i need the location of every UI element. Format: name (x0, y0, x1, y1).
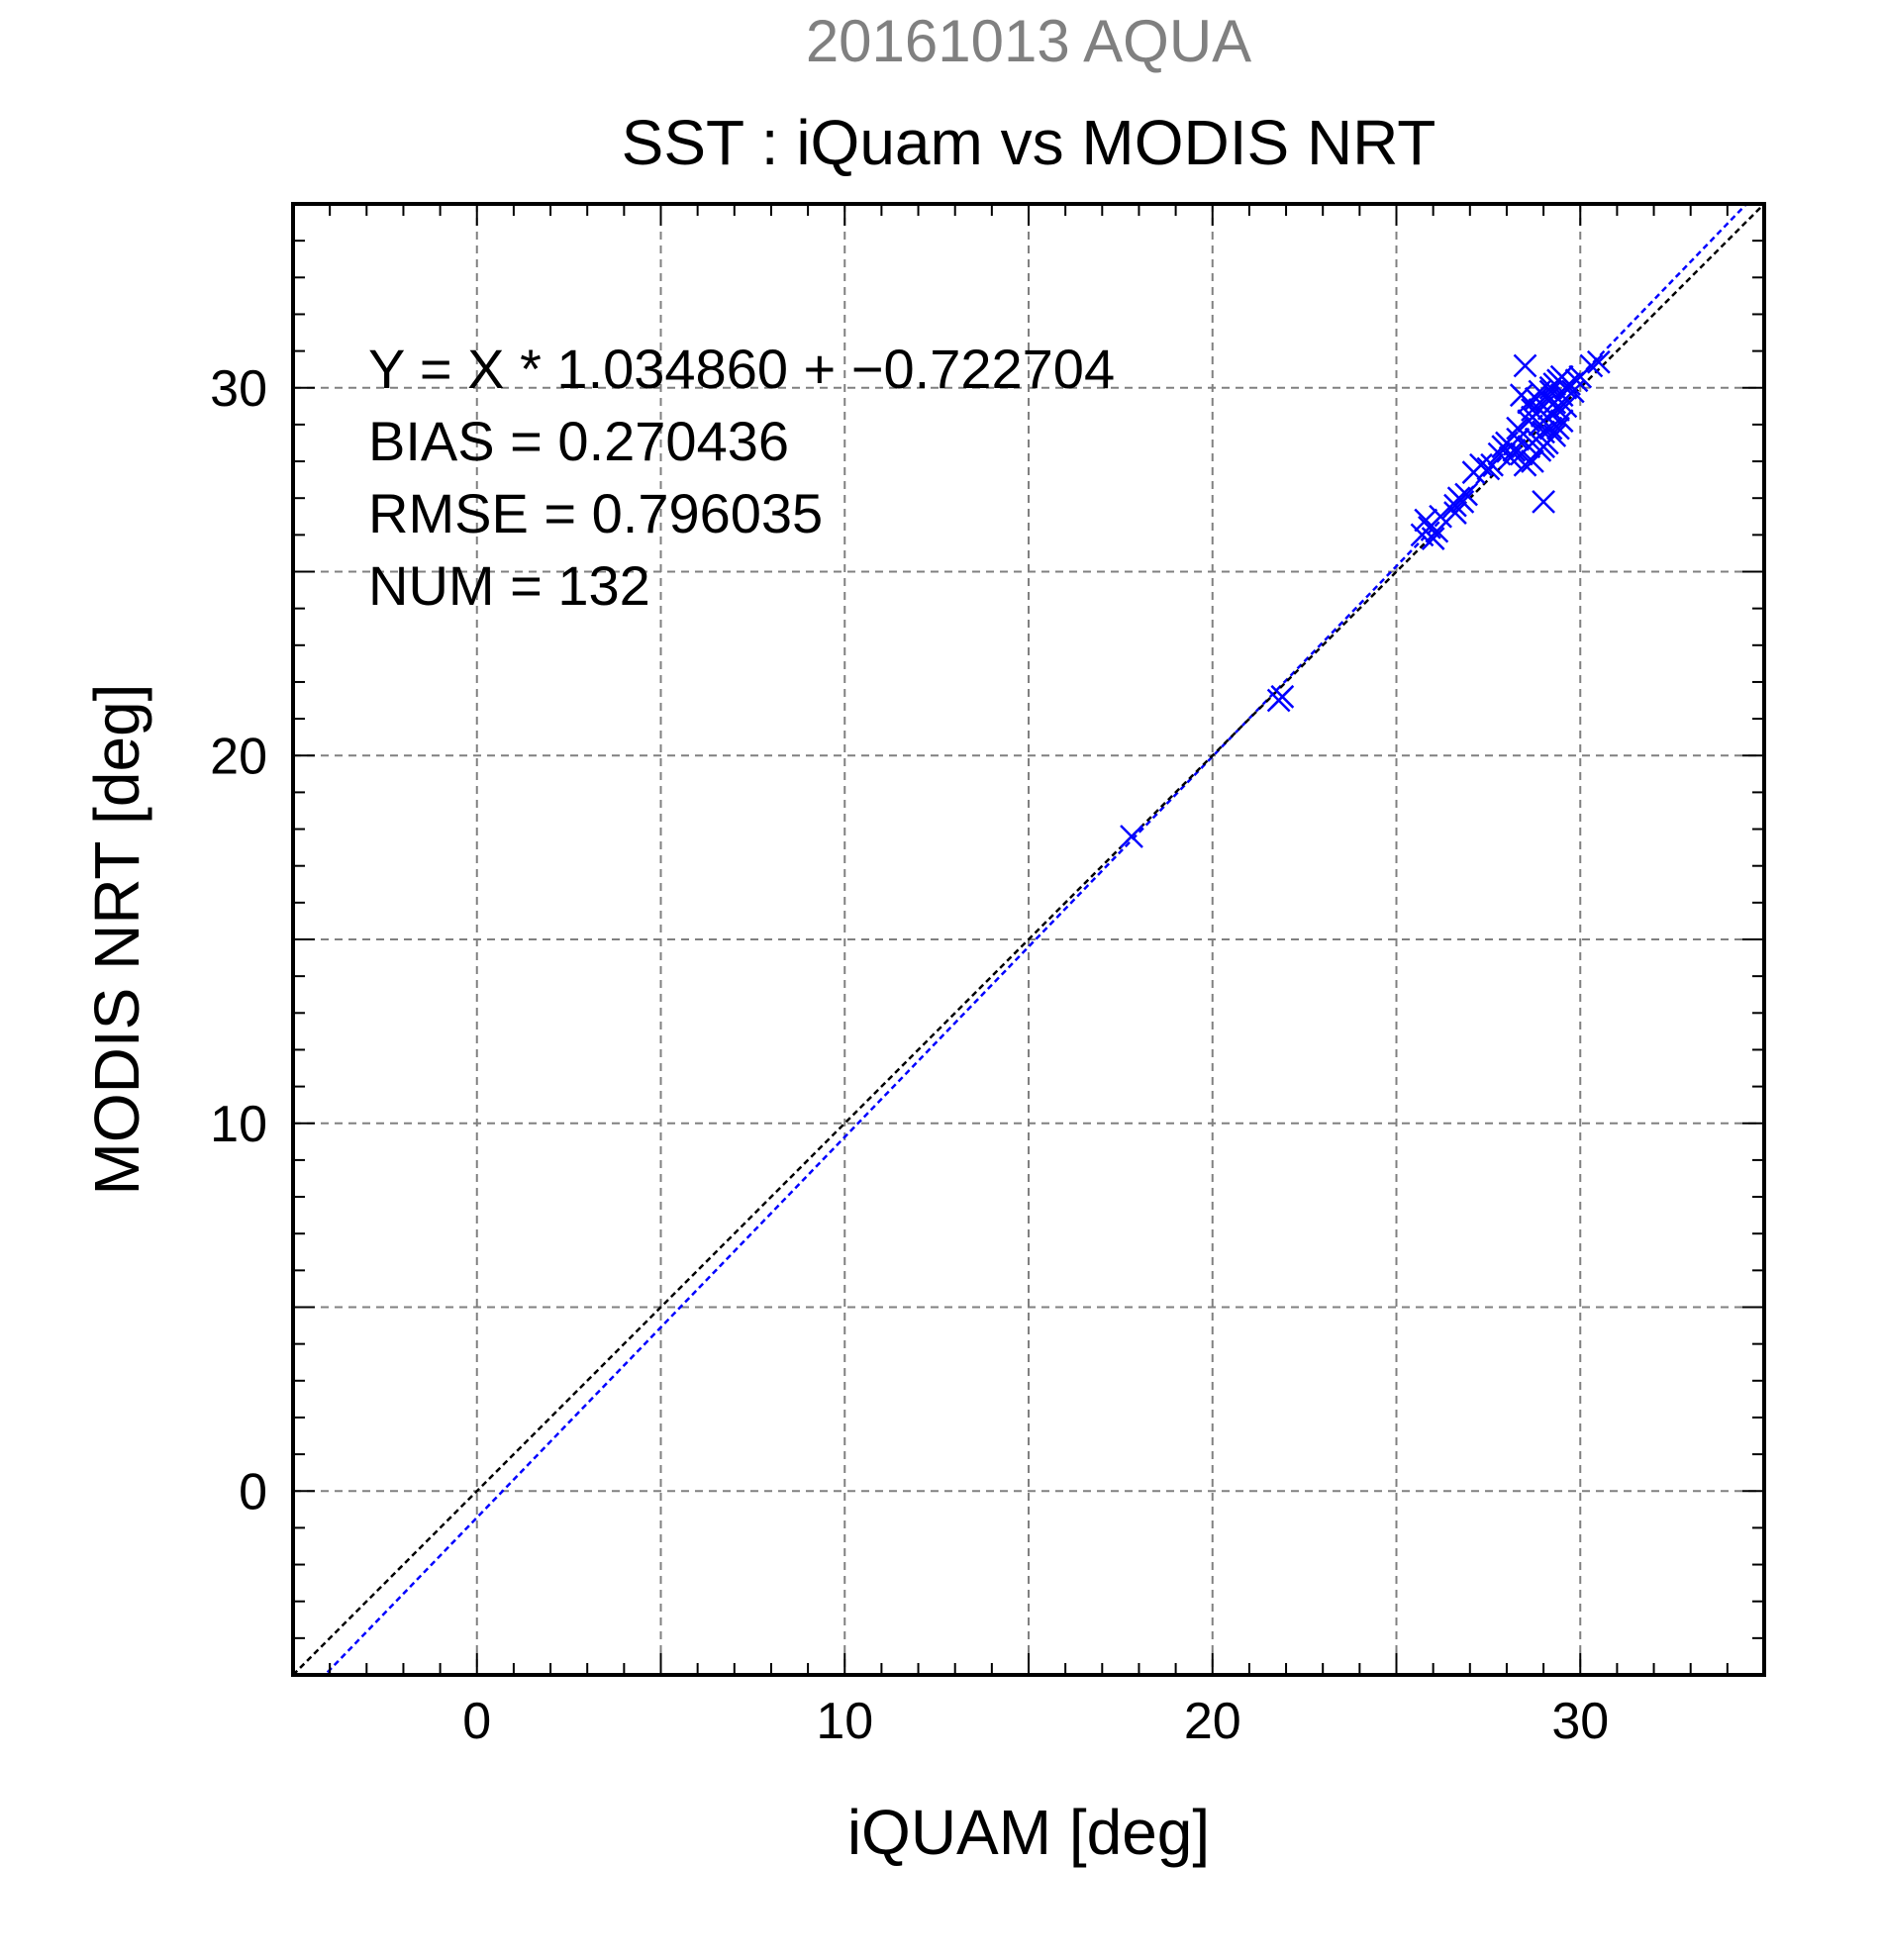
data-point (1517, 390, 1541, 415)
plot-frame (291, 202, 1766, 1677)
data-point (1549, 409, 1574, 434)
stats-annotation-line: BIAS = 0.270436 (368, 410, 789, 472)
data-point (1532, 435, 1555, 459)
y-tick-label: 10 (210, 1096, 267, 1153)
data-point (1429, 504, 1452, 529)
data-point (1410, 523, 1435, 547)
data-point (1521, 449, 1544, 473)
y-tick-label: 20 (210, 728, 267, 785)
x-tick-label: 10 (816, 1693, 873, 1750)
data-point (1450, 490, 1475, 514)
data-point (1425, 519, 1449, 543)
data-point (1454, 482, 1478, 507)
stats-annotation-line: NUM = 132 (368, 554, 650, 617)
data-point (1553, 394, 1578, 419)
data-point (1549, 364, 1574, 389)
y-axis-label: MODIS NRT [deg] (81, 684, 152, 1196)
stats-annotations: Y = X * 1.034860 + −0.722704 BIAS = 0.270… (368, 338, 1115, 617)
stats-annotation-line: Y = X * 1.034860 + −0.722704 (368, 338, 1115, 400)
data-point (1532, 490, 1555, 514)
chart-title: SST : iQuam vs MODIS NRT (622, 107, 1436, 178)
y-tick-label: 30 (210, 360, 267, 418)
data-point (1469, 452, 1493, 477)
chart-supertitle: 20161013 AQUA (806, 8, 1251, 74)
data-point (1534, 387, 1559, 411)
data-point (1506, 416, 1530, 441)
data-point (1586, 349, 1611, 374)
data-points (1120, 349, 1611, 848)
x-tick-label: 20 (1184, 1693, 1241, 1750)
x-axis-label: iQUAM [deg] (847, 1797, 1210, 1868)
data-point (1538, 401, 1563, 426)
x-tick-label: 0 (462, 1693, 491, 1750)
data-point (1443, 501, 1467, 525)
data-point (1506, 427, 1530, 451)
tick-labels: 0 10 20 30 0 10 20 30 (210, 360, 1609, 1750)
data-point (1513, 353, 1537, 378)
y-tick-label: 0 (239, 1463, 267, 1520)
data-point (1120, 825, 1143, 848)
stats-annotation-line: RMSE = 0.796035 (368, 482, 823, 544)
data-point (1579, 353, 1604, 378)
x-tick-label: 30 (1551, 1693, 1609, 1750)
data-point (1266, 688, 1291, 713)
data-point (1546, 416, 1570, 441)
data-point (1480, 452, 1504, 477)
